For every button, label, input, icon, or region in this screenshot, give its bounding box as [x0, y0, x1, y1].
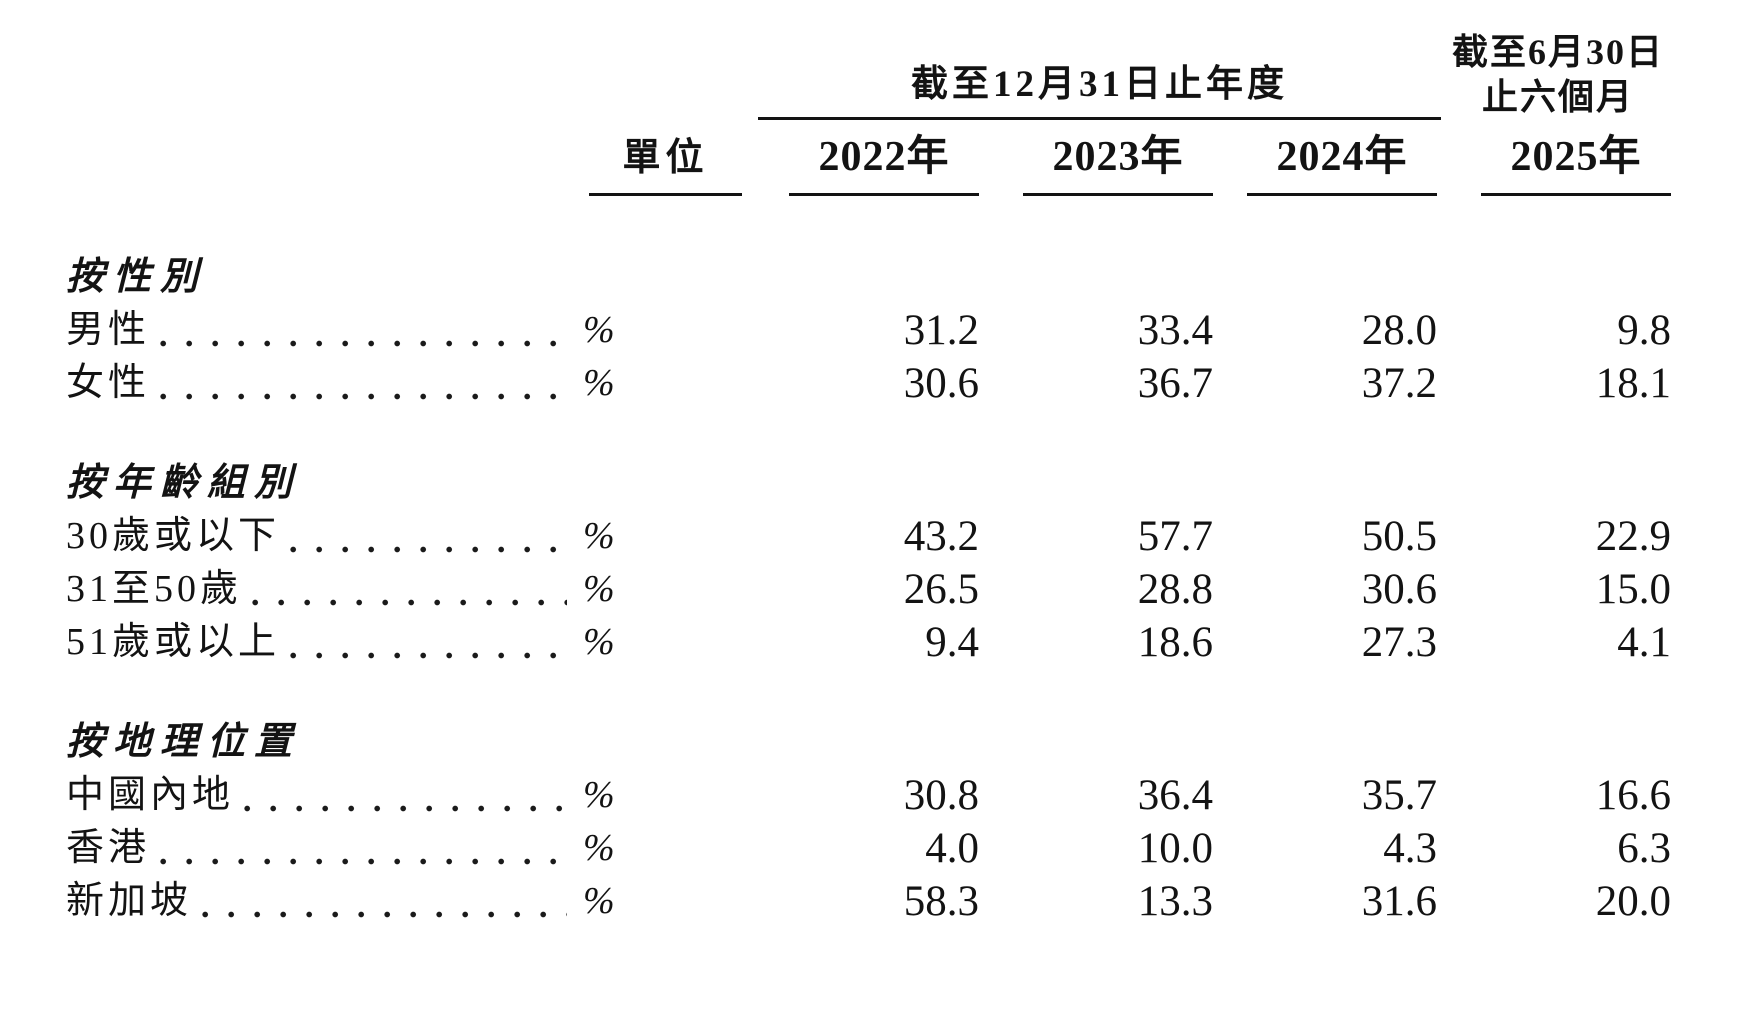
- dot-leader: [160, 340, 567, 347]
- table-row-age-30-or-below: 30歲或以下 % 43.2 57.7 50.5 22.9: [66, 510, 1675, 563]
- value-2023: 13.3: [1137, 878, 1213, 925]
- interim-period-line2: 止六個月: [1481, 77, 1634, 117]
- value-2025: 15.0: [1595, 566, 1671, 613]
- row-label: 31至50歲: [66, 568, 243, 610]
- year-column-header-2024: 2024年: [1247, 122, 1437, 196]
- year-column-header-2023: 2023年: [1023, 122, 1213, 196]
- dot-leader: [160, 393, 567, 400]
- row-label-cell: 中國內地: [66, 769, 573, 822]
- table-header-year-row: 單位 2022年 2023年 2024年 2025年: [66, 122, 1675, 196]
- table-row-hong-kong: 香港 % 4.0 10.0 4.3 6.3: [66, 822, 1675, 875]
- unit-value: %: [583, 362, 615, 404]
- value-2024: 28.0: [1361, 307, 1437, 354]
- value-2023: 28.8: [1137, 566, 1213, 613]
- year-column-header-2024-cell: 2024年: [1217, 122, 1441, 196]
- value-2025: 4.1: [1617, 619, 1671, 666]
- table-header-period-row: 截至12月31日止年度 截至6月30日 止六個月: [66, 30, 1675, 120]
- row-label: 30歲或以下: [66, 515, 281, 557]
- value-2022: 30.6: [903, 360, 979, 407]
- value-2024: 4.3: [1383, 825, 1437, 872]
- value-2022: 58.3: [903, 878, 979, 925]
- dot-leader: [290, 546, 567, 553]
- table-row-male: 男性 % 31.2 33.4 28.0 9.8: [66, 304, 1675, 357]
- value-2023: 18.6: [1137, 619, 1213, 666]
- row-label-cell: 30歲或以下: [66, 510, 573, 563]
- row-label: 男性: [66, 309, 151, 351]
- unit-value: %: [583, 774, 615, 816]
- year-column-header-2025: 2025年: [1481, 122, 1671, 196]
- table-row-singapore: 新加坡 % 58.3 13.3 31.6 20.0: [66, 875, 1675, 928]
- table-row-age-51-or-above: 51歲或以上 % 9.4 18.6 27.3 4.1: [66, 616, 1675, 669]
- value-2024: 30.6: [1361, 566, 1437, 613]
- row-label-cell: 女性: [66, 357, 573, 410]
- row-label: 女性: [66, 362, 151, 404]
- interim-period-line1: 截至6月30日: [1451, 32, 1664, 72]
- unit-value: %: [583, 515, 615, 557]
- value-2025: 20.0: [1595, 878, 1671, 925]
- annual-period-title: 截至12月31日止年度: [758, 53, 1441, 120]
- value-2022: 26.5: [903, 566, 979, 613]
- section-title-by-age-group: 按年齡組別: [66, 462, 302, 504]
- value-2025: 9.8: [1617, 307, 1671, 354]
- table-row-female: 女性 % 30.6 36.7 37.2 18.1: [66, 357, 1675, 410]
- year-column-header-2023-cell: 2023年: [983, 122, 1217, 196]
- value-2022: 30.8: [903, 772, 979, 819]
- row-label: 中國內地: [66, 774, 235, 816]
- section-title-by-geographic-location: 按地理位置: [66, 721, 302, 763]
- value-2025: 18.1: [1595, 360, 1671, 407]
- dot-leader: [202, 911, 567, 918]
- unit-value: %: [583, 568, 615, 610]
- row-label-cell: 香港: [66, 822, 573, 875]
- value-2023: 36.7: [1137, 360, 1213, 407]
- value-2024: 27.3: [1361, 619, 1437, 666]
- value-2024: 50.5: [1361, 513, 1437, 560]
- unit-value: %: [583, 309, 615, 351]
- value-2023: 36.4: [1137, 772, 1213, 819]
- dot-leader: [160, 858, 567, 865]
- value-2024: 31.6: [1361, 878, 1437, 925]
- value-2022: 31.2: [903, 307, 979, 354]
- value-2025: 22.9: [1595, 513, 1671, 560]
- row-label: 51歲或以上: [66, 621, 281, 663]
- value-2023: 57.7: [1137, 513, 1213, 560]
- row-label: 新加坡: [66, 880, 193, 922]
- value-2024: 37.2: [1361, 360, 1437, 407]
- value-2025: 16.6: [1595, 772, 1671, 819]
- row-label-cell: 31至50歲: [66, 563, 573, 616]
- row-label-cell: 新加坡: [66, 875, 573, 928]
- unit-value: %: [583, 621, 615, 663]
- value-2023: 33.4: [1137, 307, 1213, 354]
- unit-value: %: [583, 880, 615, 922]
- unit-column-header-cell: 單位: [573, 126, 758, 196]
- row-label-cell: 51歲或以上: [66, 616, 573, 669]
- value-2022: 43.2: [903, 513, 979, 560]
- unit-value: %: [583, 827, 615, 869]
- interim-period-title: 截至6月30日 止六個月: [1441, 30, 1675, 120]
- year-column-header-2022: 2022年: [789, 122, 979, 196]
- value-2025: 6.3: [1617, 825, 1671, 872]
- section-title-by-gender: 按性別: [66, 256, 208, 298]
- year-column-header-2022-cell: 2022年: [758, 122, 983, 196]
- value-2023: 10.0: [1137, 825, 1213, 872]
- dot-leader: [244, 805, 567, 812]
- value-2024: 35.7: [1361, 772, 1437, 819]
- row-label: 香港: [66, 827, 151, 869]
- unit-column-header: 單位: [589, 126, 742, 196]
- dot-leader: [290, 652, 567, 659]
- row-label-cell: 男性: [66, 304, 573, 357]
- value-2022: 9.4: [925, 619, 979, 666]
- table-row-mainland-china: 中國內地 % 30.8 36.4 35.7 16.6: [66, 769, 1675, 822]
- year-column-header-2025-cell: 2025年: [1441, 122, 1675, 196]
- value-2022: 4.0: [925, 825, 979, 872]
- table-row-age-31-to-50: 31至50歲 % 26.5 28.8 30.6 15.0: [66, 563, 1675, 616]
- dot-leader: [252, 599, 567, 606]
